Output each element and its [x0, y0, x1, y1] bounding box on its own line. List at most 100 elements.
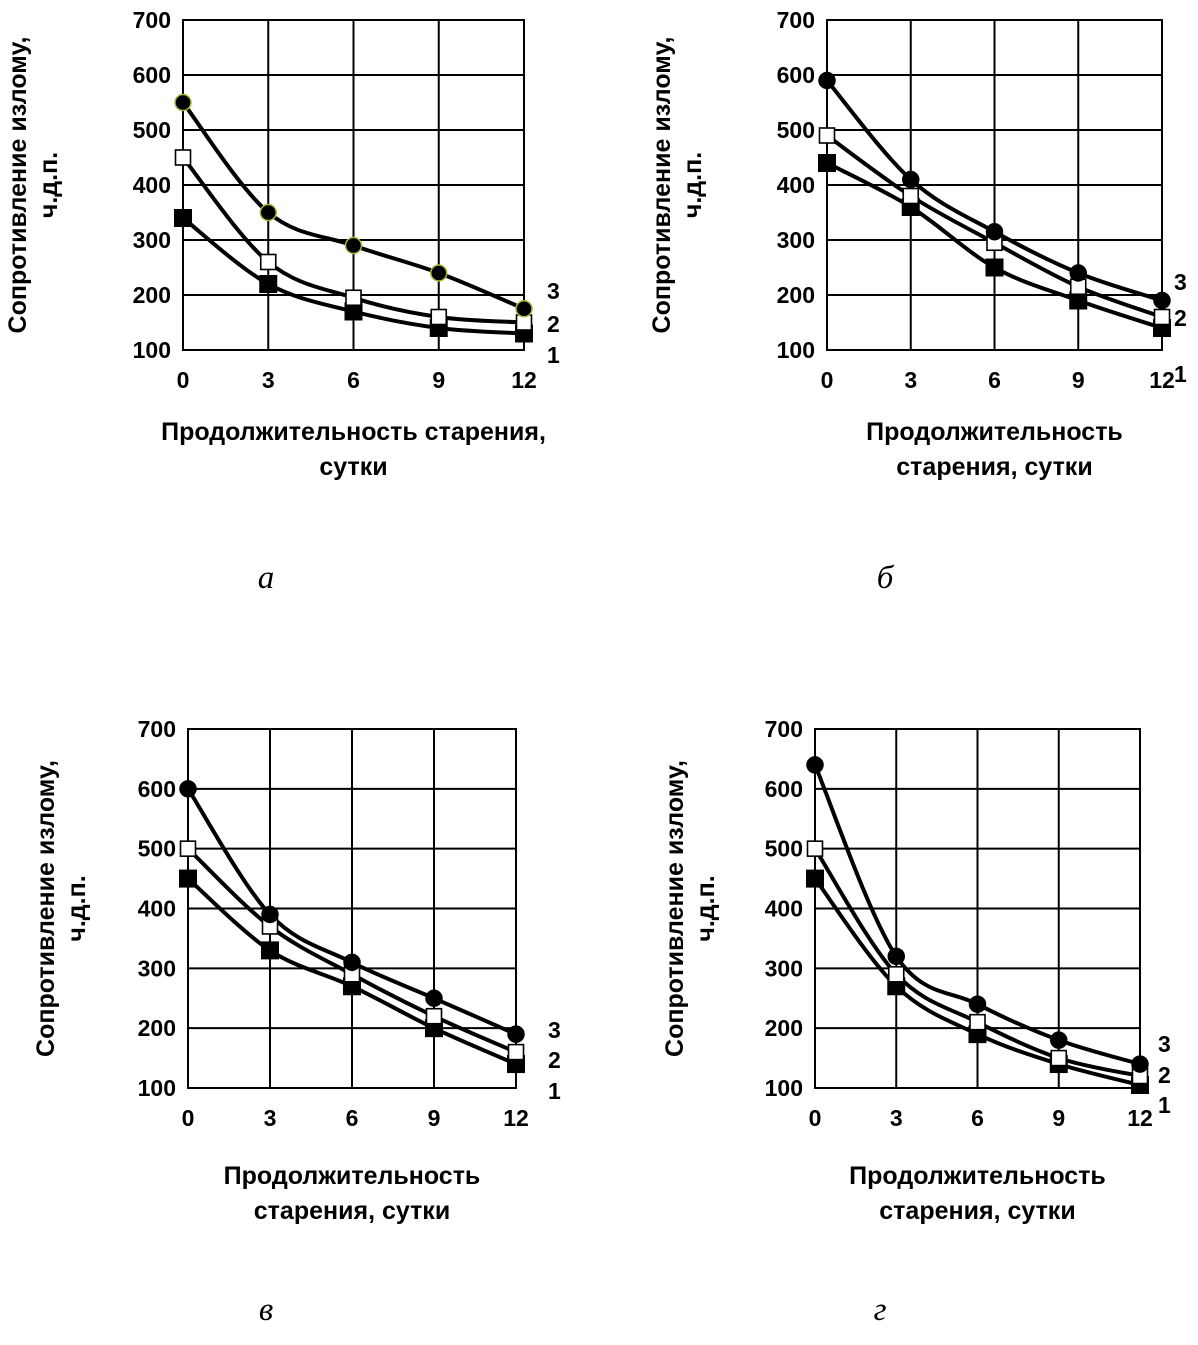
- x-tick-label: 12: [1149, 367, 1175, 393]
- y-tick-label: 200: [777, 282, 815, 308]
- series-2-point: [806, 840, 824, 857]
- grid: [182, 19, 525, 351]
- series-2-point: [1153, 308, 1171, 326]
- y-tick-label: 200: [133, 282, 171, 308]
- series-label-3: 3: [548, 1017, 561, 1043]
- y-tick-label: 200: [765, 1015, 803, 1041]
- x-tick-label: 0: [809, 1105, 822, 1131]
- series-3-point: [261, 905, 279, 924]
- x-tick-label: 6: [971, 1105, 984, 1131]
- y-axis-title-line: Сопротивление излому,: [648, 37, 676, 334]
- series-3-point: [259, 203, 277, 222]
- y-axis-title-line: Сопротивление излому,: [4, 37, 32, 334]
- y-tick-label: 600: [777, 62, 815, 88]
- y-tick-label: 100: [133, 337, 171, 363]
- y-axis-title-line: ч.д.п.: [63, 875, 91, 941]
- series-2-point: [259, 253, 277, 271]
- y-tick-label: 600: [765, 776, 803, 802]
- y-tick-label: 600: [138, 776, 176, 802]
- series-2-point: [818, 127, 836, 144]
- series-label-1: 1: [548, 1078, 561, 1104]
- series-3-point: [1131, 1055, 1149, 1073]
- x-axis-title-line: Продолжительность: [224, 1162, 481, 1190]
- series-3-point: [174, 93, 192, 112]
- series-3-point: [968, 995, 987, 1013]
- y-axis-title-line: Сопротивление излому,: [661, 760, 689, 1057]
- panel-letter: а: [258, 560, 275, 596]
- x-axis-title-line: Продолжительность старения,: [161, 418, 546, 446]
- panel-letter: г: [874, 1292, 887, 1328]
- x-tick-label: 3: [262, 367, 275, 393]
- series-1-point: [985, 258, 1004, 277]
- x-axis-title-line: старения, сутки: [254, 1197, 450, 1225]
- series-3-point: [887, 947, 905, 966]
- x-axis-title-line: Продолжительность: [866, 418, 1123, 446]
- x-tick-label: 9: [432, 367, 445, 393]
- y-tick-label: 100: [138, 1075, 176, 1101]
- series-3-point: [1069, 264, 1087, 282]
- panel-letter: в: [259, 1292, 273, 1328]
- series-label-1: 1: [1174, 361, 1187, 387]
- series-label-2: 2: [547, 311, 560, 337]
- series-group: [806, 756, 1149, 1095]
- x-axis-title-line: Продолжительность: [849, 1162, 1106, 1190]
- y-tick-label: 400: [133, 172, 171, 198]
- x-tick-label: 12: [511, 367, 537, 393]
- series-3-point: [515, 300, 533, 318]
- x-tick-label: 0: [177, 367, 190, 393]
- y-tick-label: 600: [133, 62, 171, 88]
- y-tick-label: 400: [765, 896, 803, 922]
- y-tick-label: 500: [133, 117, 171, 143]
- x-tick-label: 6: [346, 1105, 359, 1131]
- x-tick-label: 3: [264, 1105, 277, 1131]
- series-3-point: [806, 756, 824, 774]
- series-2-point: [179, 840, 197, 857]
- x-tick-label: 6: [347, 367, 360, 393]
- x-tick-label: 12: [1127, 1105, 1153, 1131]
- x-tick-label: 0: [821, 367, 834, 393]
- series-3-point: [985, 223, 1004, 241]
- y-tick-label: 400: [777, 172, 815, 198]
- series-3-point: [425, 989, 443, 1007]
- series-2-point: [174, 149, 192, 166]
- y-axis-title-line: ч.д.п.: [692, 875, 720, 941]
- plot-frame: [826, 19, 1163, 351]
- y-tick-label: 700: [777, 7, 815, 33]
- y-axis-title: Сопротивление излому, ч.д.п.: [32, 760, 91, 1057]
- series-2-point: [1050, 1049, 1068, 1067]
- y-tick-label: 500: [777, 117, 815, 143]
- y-axis-title-line: Сопротивление излому,: [32, 760, 60, 1057]
- series-2-point: [969, 1013, 986, 1031]
- x-tick-label: 12: [503, 1105, 529, 1131]
- x-tick-label: 9: [1072, 367, 1085, 393]
- x-axis-title-line: старения, сутки: [879, 1197, 1075, 1225]
- series-label-1: 1: [1158, 1092, 1171, 1118]
- plot-frame: [814, 728, 1141, 1089]
- y-tick-label: 300: [777, 227, 815, 253]
- plot-frame: [182, 19, 525, 351]
- x-tick-label: 3: [890, 1105, 903, 1131]
- panel-letter: б: [877, 560, 895, 596]
- y-tick-label: 100: [777, 337, 815, 363]
- series-2-point: [902, 187, 920, 205]
- x-tick-label: 9: [428, 1105, 441, 1131]
- series-1-point: [818, 154, 836, 172]
- y-tick-label: 400: [138, 896, 176, 922]
- series-3-point: [430, 264, 448, 282]
- y-axis-title: Сопротивление излому, ч.д.п.: [4, 37, 63, 334]
- y-axis-title-line: ч.д.п.: [679, 152, 707, 218]
- y-tick-label: 700: [133, 7, 171, 33]
- series-1-point: [259, 275, 278, 293]
- y-tick-label: 300: [138, 955, 176, 981]
- series-2-point: [345, 289, 362, 307]
- series-3-point: [1153, 291, 1171, 310]
- series-line-3: [813, 762, 1142, 1067]
- series-1-point: [179, 869, 197, 888]
- series-2-point: [425, 1007, 443, 1025]
- series-2-point: [887, 966, 905, 983]
- series-label-3: 3: [547, 278, 560, 304]
